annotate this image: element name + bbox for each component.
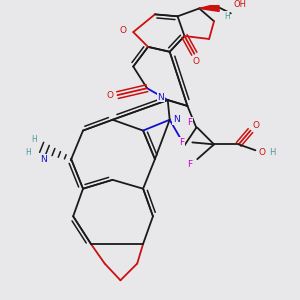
- Text: N: N: [158, 93, 164, 102]
- Text: O: O: [106, 91, 113, 100]
- Text: N: N: [173, 115, 180, 124]
- Text: O: O: [120, 26, 127, 34]
- Text: H: H: [269, 148, 276, 157]
- Text: N: N: [40, 154, 47, 164]
- Text: OH: OH: [234, 0, 247, 9]
- Text: F: F: [187, 160, 192, 169]
- Text: H: H: [31, 135, 37, 144]
- Text: O: O: [258, 148, 266, 157]
- Text: H: H: [25, 148, 31, 157]
- Text: O: O: [193, 57, 200, 66]
- Text: H: H: [224, 12, 230, 21]
- Polygon shape: [199, 4, 219, 11]
- Text: F: F: [187, 118, 192, 127]
- Text: O: O: [253, 121, 260, 130]
- Text: F: F: [179, 138, 184, 147]
